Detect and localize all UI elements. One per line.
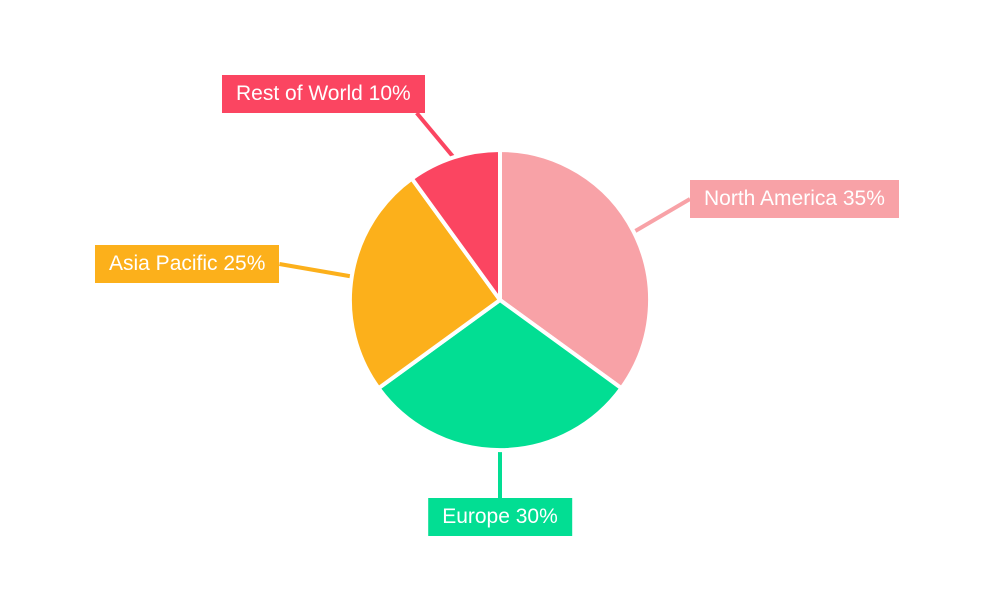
pie-slice-north-america[interactable] [498, 148, 653, 391]
pie-slice-asia-pacific[interactable] [347, 176, 502, 391]
pie-label-asia-pacific: Asia Pacific 25% [95, 245, 280, 283]
pie-slice-rest-of-world[interactable] [409, 147, 502, 302]
pie-leader-line-north-america [632, 197, 692, 234]
pie-leader-line-asia-pacific [279, 262, 353, 279]
pie-label-europe: Europe 30% [428, 498, 572, 536]
pie-slice-europe[interactable] [376, 298, 624, 453]
pie-leader-line-rest-of-world [415, 111, 456, 159]
pie-label-north-america: North America 35% [690, 180, 899, 218]
pie-label-rest-of-world: Rest of World 10% [222, 75, 425, 113]
